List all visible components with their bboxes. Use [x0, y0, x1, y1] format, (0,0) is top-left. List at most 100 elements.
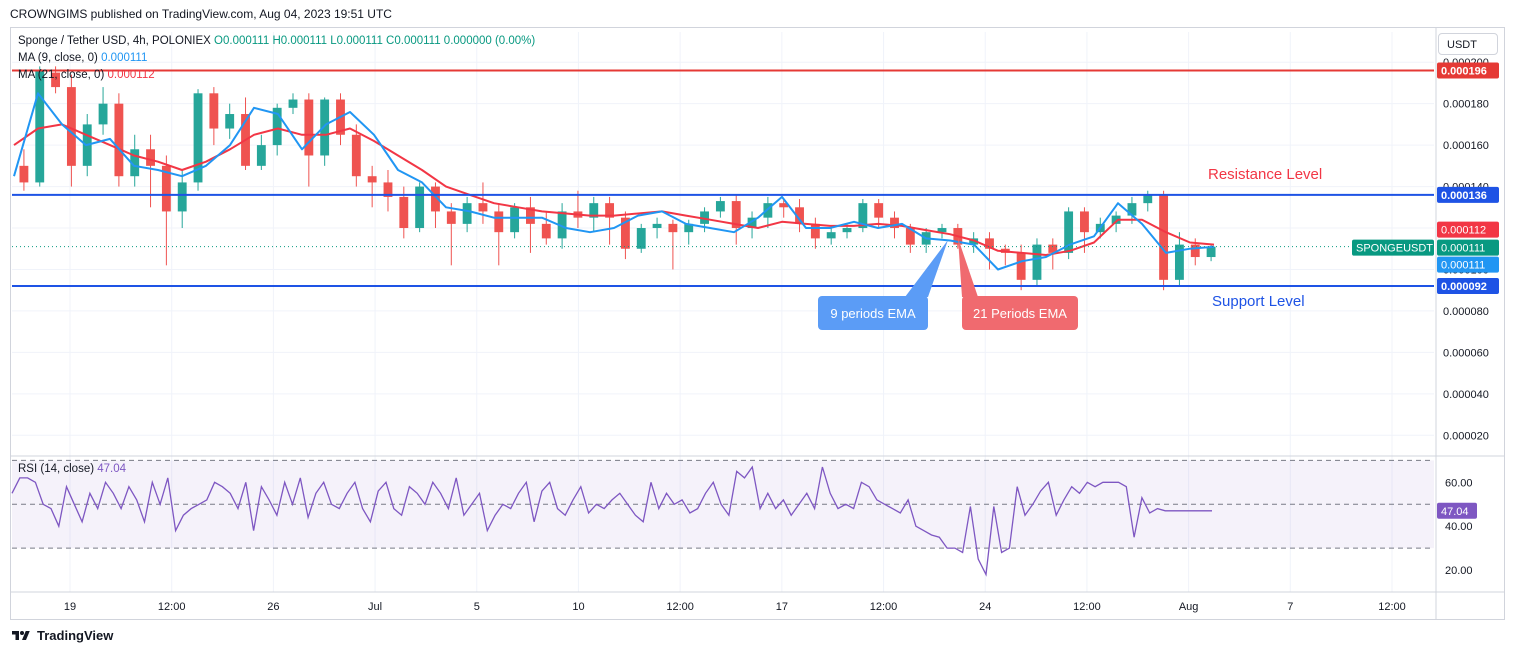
time-tick-label: 12:00 [1378, 601, 1406, 613]
candle-body[interactable] [383, 182, 393, 197]
candle-body[interactable] [177, 182, 187, 212]
candle-body[interactable] [288, 99, 298, 108]
rsi-line[interactable] [11, 465, 1212, 577]
candle-body[interactable] [446, 211, 456, 224]
candle-body[interactable] [1206, 246, 1216, 258]
time-tick-label: 7 [1287, 601, 1293, 613]
ema9-callout-label: 9 periods EMA [830, 306, 916, 321]
support-annotation: Support Level [1212, 293, 1305, 310]
candle-body[interactable] [937, 228, 947, 233]
candle-body[interactable] [890, 217, 899, 229]
candle-body[interactable] [557, 211, 567, 239]
candle-body[interactable] [320, 99, 330, 156]
candle-body[interactable] [66, 87, 76, 166]
candle-body[interactable] [684, 223, 694, 233]
candle-body[interactable] [462, 203, 472, 224]
price-tick-label: 0.000080 [1443, 306, 1489, 318]
candle-body[interactable] [1159, 194, 1169, 280]
candle-body[interactable] [351, 134, 361, 177]
price-tick-label: 0.000020 [1443, 430, 1489, 442]
ma21-legend[interactable]: MA (21, close, 0) 0.000112 [18, 69, 155, 81]
candle-body[interactable] [130, 149, 140, 177]
candle-body[interactable] [589, 203, 599, 218]
candle-body[interactable] [652, 223, 662, 229]
ma9-legend[interactable]: MA (9, close, 0) 0.000111 [18, 52, 147, 64]
last-price-tag [1437, 239, 1499, 256]
candle-body[interactable] [526, 207, 535, 224]
candle-body[interactable] [1127, 203, 1137, 216]
currency-button[interactable]: USDT [1438, 33, 1498, 55]
symbol-title[interactable]: Sponge / Tether USD, 4h, POLONIEX [18, 35, 211, 47]
candle-body[interactable] [367, 176, 377, 183]
candle-body[interactable] [620, 217, 630, 249]
time-tick-label: 5 [474, 601, 480, 613]
candle-body[interactable] [636, 228, 646, 249]
ohlc-values: O0.000111 H0.000111 L0.000111 C0.000111 … [214, 35, 536, 47]
candle-body[interactable] [98, 103, 108, 125]
resistance-price-tag-label: 0.000136 [1441, 190, 1487, 202]
candle-body[interactable] [605, 203, 615, 218]
publisher-line: CROWNGIMS published on TradingView.com, … [10, 7, 392, 21]
candle-body[interactable] [1016, 252, 1026, 280]
top-price-tag [1437, 62, 1499, 79]
candle-body[interactable] [668, 223, 678, 233]
candle-body[interactable] [1111, 215, 1121, 224]
candle-body[interactable] [494, 211, 504, 233]
candle-body[interactable] [399, 196, 409, 229]
candle-body[interactable] [969, 238, 979, 245]
candle-body[interactable] [161, 165, 171, 212]
candle-body[interactable] [1032, 244, 1042, 280]
candle-body[interactable] [272, 107, 282, 146]
candle-body[interactable] [715, 201, 725, 212]
ma21-label: MA (21, close, 0) [18, 69, 105, 81]
ema9-callout-pointer [905, 240, 948, 297]
candle-body[interactable] [35, 70, 45, 183]
candle-body[interactable] [209, 93, 219, 129]
candle-body[interactable] [225, 114, 235, 129]
candle-body[interactable] [905, 228, 915, 245]
candle-body[interactable] [256, 145, 266, 166]
candle-body[interactable] [415, 186, 425, 229]
candle-body[interactable] [1143, 194, 1153, 204]
candle-body[interactable] [747, 217, 757, 229]
rsi-value-tag-label: 47.04 [1441, 506, 1469, 518]
candle-body[interactable] [1048, 244, 1058, 253]
tradingview-logo-icon [12, 630, 30, 640]
tradingview-brand[interactable]: TradingView [10, 628, 113, 643]
candle-body[interactable] [541, 223, 551, 239]
candle-body[interactable] [826, 232, 836, 239]
candle-body[interactable] [478, 203, 488, 212]
ma9-line[interactable] [13, 92, 1215, 271]
candle-body[interactable] [874, 203, 884, 218]
ma21-value: 0.000112 [107, 69, 155, 81]
candle-body[interactable] [700, 211, 709, 224]
candle-body[interactable] [193, 93, 203, 183]
candle-body[interactable] [985, 238, 994, 249]
candle-body[interactable] [51, 72, 61, 88]
candle-body[interactable] [731, 201, 741, 229]
candle-body[interactable] [146, 149, 155, 166]
support-price-tag [1437, 278, 1499, 295]
candle-body[interactable] [1190, 244, 1200, 258]
ma21-line[interactable] [13, 123, 1215, 256]
ma9-price-tag [1437, 256, 1499, 273]
candle-body[interactable] [304, 99, 314, 156]
support-price-tag-label: 0.000092 [1441, 281, 1487, 293]
candle-body[interactable] [810, 223, 820, 239]
candle-body[interactable] [779, 203, 789, 208]
price-tick-label: 0.000060 [1443, 347, 1489, 359]
candle-body[interactable] [19, 165, 29, 183]
time-tick-label: 24 [979, 601, 991, 613]
candle-body[interactable] [842, 228, 852, 233]
candle-body[interactable] [431, 186, 440, 212]
candle-body[interactable] [510, 207, 520, 233]
rsi-legend[interactable]: RSI (14, close) 47.04 [18, 463, 126, 475]
candle-body[interactable] [1080, 211, 1089, 233]
candle-body[interactable] [1064, 211, 1074, 253]
candle-body[interactable] [1174, 244, 1184, 280]
candle-body[interactable] [858, 203, 868, 229]
candle-body[interactable] [795, 207, 804, 224]
candle-body[interactable] [114, 103, 124, 177]
symbol-price-tag-label: SPONGEUSDT [1356, 243, 1433, 255]
